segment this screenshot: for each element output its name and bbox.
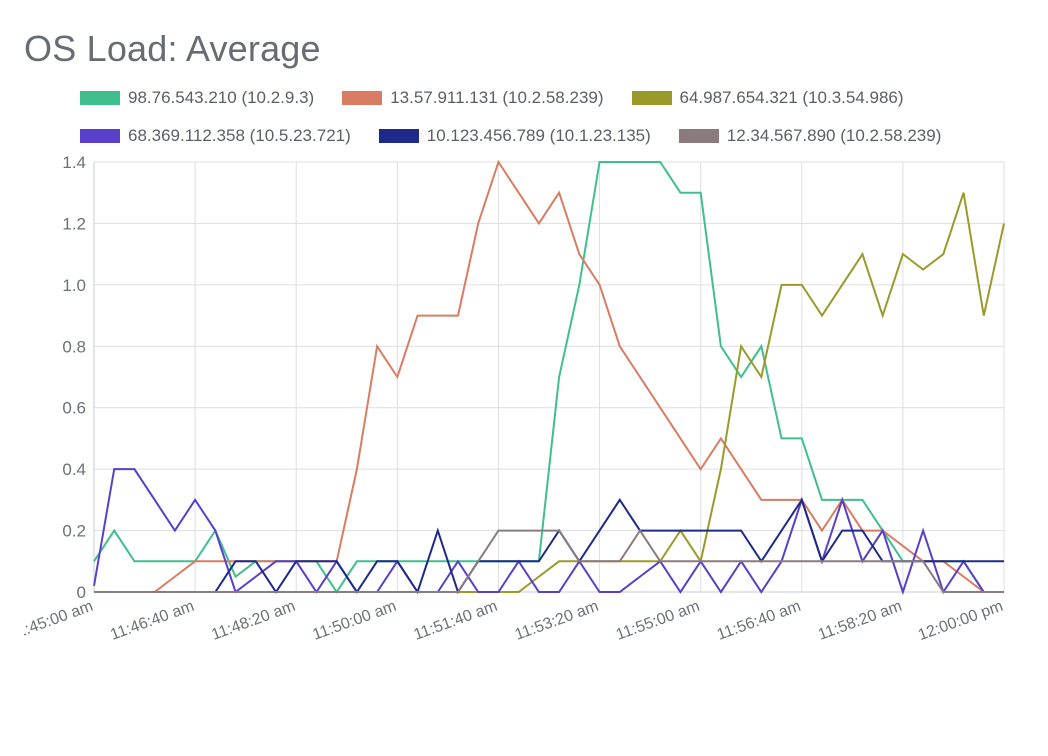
series-line-0 <box>94 162 1004 592</box>
legend-label: 64.987.654.321 (10.3.54.986) <box>680 88 904 108</box>
svg-text:11:48:20 am: 11:48:20 am <box>209 598 297 644</box>
svg-text:11:56:40 am: 11:56:40 am <box>715 598 803 644</box>
chart-legend: 98.76.543.210 (10.2.9.3) 13.57.911.131 (1… <box>80 88 1024 146</box>
svg-text:0.8: 0.8 <box>62 337 86 356</box>
legend-swatch <box>80 91 120 105</box>
svg-text:11:55:00 am: 11:55:00 am <box>614 598 702 644</box>
legend-item-3[interactable]: 68.369.112.358 (10.5.23.721) <box>80 126 351 146</box>
series-line-1 <box>94 162 1004 592</box>
legend-swatch <box>379 129 419 143</box>
svg-text:0.2: 0.2 <box>62 522 86 541</box>
series-line-2 <box>94 193 1004 592</box>
legend-item-4[interactable]: 10.123.456.789 (10.1.23.135) <box>379 126 651 146</box>
legend-item-1[interactable]: 13.57.911.131 (10.2.58.239) <box>342 88 603 108</box>
legend-swatch <box>679 129 719 143</box>
svg-text:11:45:00 am: 11:45:00 am <box>24 598 95 644</box>
legend-label: 13.57.911.131 (10.2.58.239) <box>390 88 603 108</box>
svg-text:11:50:00 am: 11:50:00 am <box>310 598 398 644</box>
line-chart-svg: 00.20.40.60.81.01.21.411:45:00 am11:46:4… <box>24 152 1024 712</box>
svg-text:11:53:20 am: 11:53:20 am <box>513 598 601 644</box>
svg-text:0.4: 0.4 <box>62 460 86 479</box>
legend-label: 98.76.543.210 (10.2.9.3) <box>128 88 314 108</box>
legend-label: 68.369.112.358 (10.5.23.721) <box>128 126 351 146</box>
svg-text:1.0: 1.0 <box>62 276 86 295</box>
legend-label: 12.34.567.890 (10.2.58.239) <box>727 126 942 146</box>
svg-text:0.6: 0.6 <box>62 399 86 418</box>
legend-swatch <box>80 129 120 143</box>
legend-item-0[interactable]: 98.76.543.210 (10.2.9.3) <box>80 88 314 108</box>
chart-area: 00.20.40.60.81.01.21.411:45:00 am11:46:4… <box>24 152 1024 712</box>
legend-item-2[interactable]: 64.987.654.321 (10.3.54.986) <box>632 88 904 108</box>
svg-text:1.2: 1.2 <box>62 214 86 233</box>
svg-text:11:58:20 am: 11:58:20 am <box>816 598 904 644</box>
svg-text:11:46:40 am: 11:46:40 am <box>108 598 196 644</box>
chart-title: OS Load: Average <box>24 28 1024 70</box>
legend-swatch <box>342 91 382 105</box>
svg-text:11:51:40 am: 11:51:40 am <box>412 598 500 644</box>
legend-label: 10.123.456.789 (10.1.23.135) <box>427 126 651 146</box>
svg-text:12:00:00 pm: 12:00:00 pm <box>916 598 1005 644</box>
legend-item-5[interactable]: 12.34.567.890 (10.2.58.239) <box>679 126 942 146</box>
svg-text:1.4: 1.4 <box>62 153 86 172</box>
legend-swatch <box>632 91 672 105</box>
